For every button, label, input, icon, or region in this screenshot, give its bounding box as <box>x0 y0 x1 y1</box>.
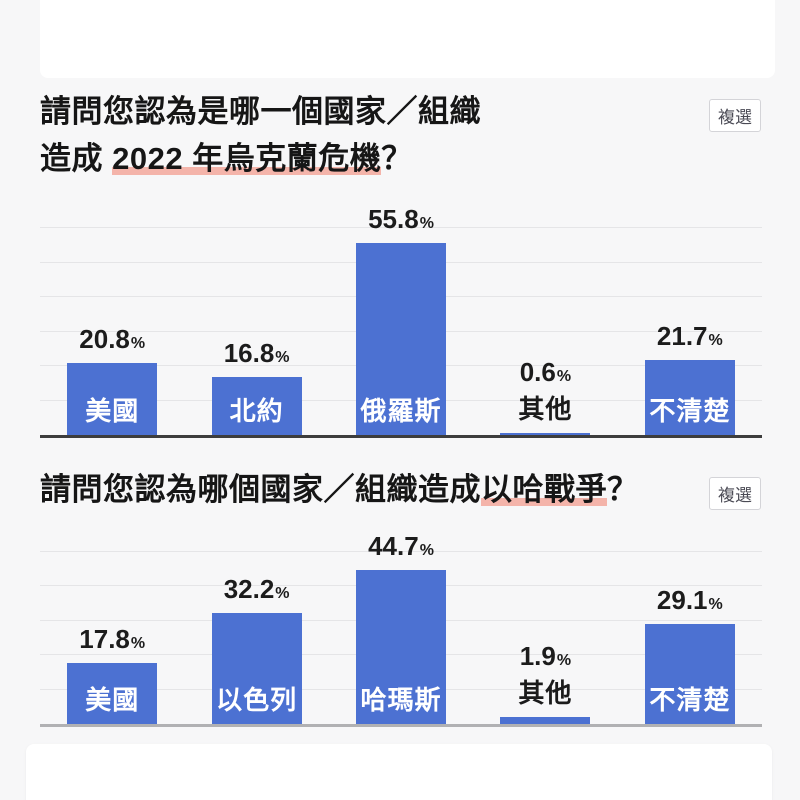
question-2-title: 請問您認為哪個國家／組織造成以哈戰爭？ <box>40 466 639 513</box>
bar-value-number: 0.6 <box>519 356 556 387</box>
bar-column: 其他 0.6% <box>473 228 617 435</box>
bar-value-number: 55.8 <box>368 203 419 234</box>
bar-value-unit: % <box>419 542 434 560</box>
bar-value-unit: % <box>419 214 434 232</box>
bar: 哈瑪斯 <box>356 570 447 724</box>
question-1-title-line2-suffix: ？ <box>381 141 413 176</box>
next-section-card <box>26 744 772 800</box>
question-2-title-suffix: ？ <box>607 472 639 507</box>
bar-category-label: 北約 <box>229 396 284 426</box>
bar-category-label: 其他 <box>518 678 573 709</box>
bar-category-label: 不清楚 <box>649 396 731 426</box>
previous-section-card <box>40 0 775 78</box>
bar: 美國 <box>67 662 158 724</box>
bar-value-label: 21.7% <box>618 321 762 352</box>
bar-category-label: 其他 <box>518 393 573 424</box>
bar-value-number: 17.8 <box>79 623 130 654</box>
question-2-title-highlight: 以哈戰爭 <box>481 472 607 507</box>
bar-category-label: 不清楚 <box>649 685 731 715</box>
bar <box>500 717 591 724</box>
question-2-title-prefix: 請問您認為哪個國家／組織造成 <box>40 472 481 507</box>
bar-category-label: 以色列 <box>216 685 298 715</box>
bar-value-number: 20.8 <box>79 324 130 355</box>
multi-select-badge-1: 複選 <box>709 99 761 132</box>
bar-category-label: 美國 <box>85 396 140 426</box>
bar-category-label: 美國 <box>85 685 140 715</box>
bar-column: 不清楚 29.1% <box>618 552 762 724</box>
bar: 不清楚 <box>644 623 735 724</box>
question-1-title-line1: 請問您認為是哪一個國家／組織 <box>40 94 481 129</box>
bar-column: 美國 17.8% <box>40 552 184 724</box>
bar-value-label: 55.8% <box>329 204 473 235</box>
bar-row: 美國 20.8% 北約 16.8% 俄羅斯 55.8% 其他 0.6% 不清楚 21.7% <box>40 204 762 435</box>
bar-column: 俄羅斯 55.8% <box>329 204 473 435</box>
bar-value-label: 29.1% <box>618 585 762 616</box>
bar: 不清楚 <box>644 360 735 435</box>
bar-value-unit: % <box>130 335 146 353</box>
israel-hamas-war-bar-chart: 美國 17.8% 以色列 32.2% 哈瑪斯 44.7% 其他 1.9% 不清楚 29.1% <box>40 531 762 727</box>
bar-value-label: 20.8% <box>40 324 184 355</box>
question-1-title: 請問您認為是哪一個國家／組織 造成 2022 年烏克蘭危機？ <box>40 88 481 182</box>
bar-value-unit: % <box>556 652 572 670</box>
bar: 北約 <box>211 377 302 435</box>
bar-column: 其他 1.9% <box>473 552 617 724</box>
bar-value-label: 44.7% <box>329 531 473 562</box>
gridline <box>40 227 762 228</box>
multi-select-badge-2: 複選 <box>709 477 761 510</box>
bar <box>500 432 591 435</box>
bar-value-label: 0.6% <box>473 357 617 388</box>
bar-column: 美國 20.8% <box>40 228 184 435</box>
bar-column: 以色列 32.2% <box>184 552 328 724</box>
bar-value-unit: % <box>708 332 723 350</box>
ukraine-crisis-bar-chart: 美國 20.8% 北約 16.8% 俄羅斯 55.8% 其他 0.6% 不清楚 21.7% <box>40 204 762 438</box>
bar-category-label: 俄羅斯 <box>360 396 442 426</box>
bar-value-number: 16.8 <box>223 338 275 369</box>
bar-value-label: 16.8% <box>184 338 328 369</box>
gridline <box>40 551 762 552</box>
bar-category-label: 哈瑪斯 <box>360 685 442 715</box>
bar-value-unit: % <box>708 595 723 613</box>
bar-value-number: 21.7 <box>656 321 708 352</box>
question-1-title-line2-prefix: 造成 <box>40 141 113 176</box>
bar-value-unit: % <box>275 349 290 367</box>
bar: 以色列 <box>211 613 302 724</box>
bar-value-number: 1.9 <box>519 641 556 672</box>
bar-value-label: 1.9% <box>473 641 617 672</box>
bar-value-number: 29.1 <box>656 584 708 615</box>
bar-value-unit: % <box>556 367 572 385</box>
bar: 美國 <box>67 363 158 435</box>
bar-column: 不清楚 21.7% <box>618 228 762 435</box>
bar-row: 美國 17.8% 以色列 32.2% 哈瑪斯 44.7% 其他 1.9% 不清楚 29.1% <box>40 531 762 724</box>
bar-column: 哈瑪斯 44.7% <box>329 531 473 724</box>
bar-value-label: 17.8% <box>40 624 184 655</box>
bar-value-number: 32.2 <box>223 574 275 605</box>
bar-column: 北約 16.8% <box>184 228 328 435</box>
question-1-title-highlight: 2022 年烏克蘭危機 <box>112 141 382 176</box>
bar-value-label: 32.2% <box>184 574 328 605</box>
bar-value-number: 44.7 <box>368 531 419 562</box>
bar: 俄羅斯 <box>356 242 447 435</box>
bar-value-unit: % <box>130 634 146 652</box>
bar-value-unit: % <box>275 585 290 603</box>
